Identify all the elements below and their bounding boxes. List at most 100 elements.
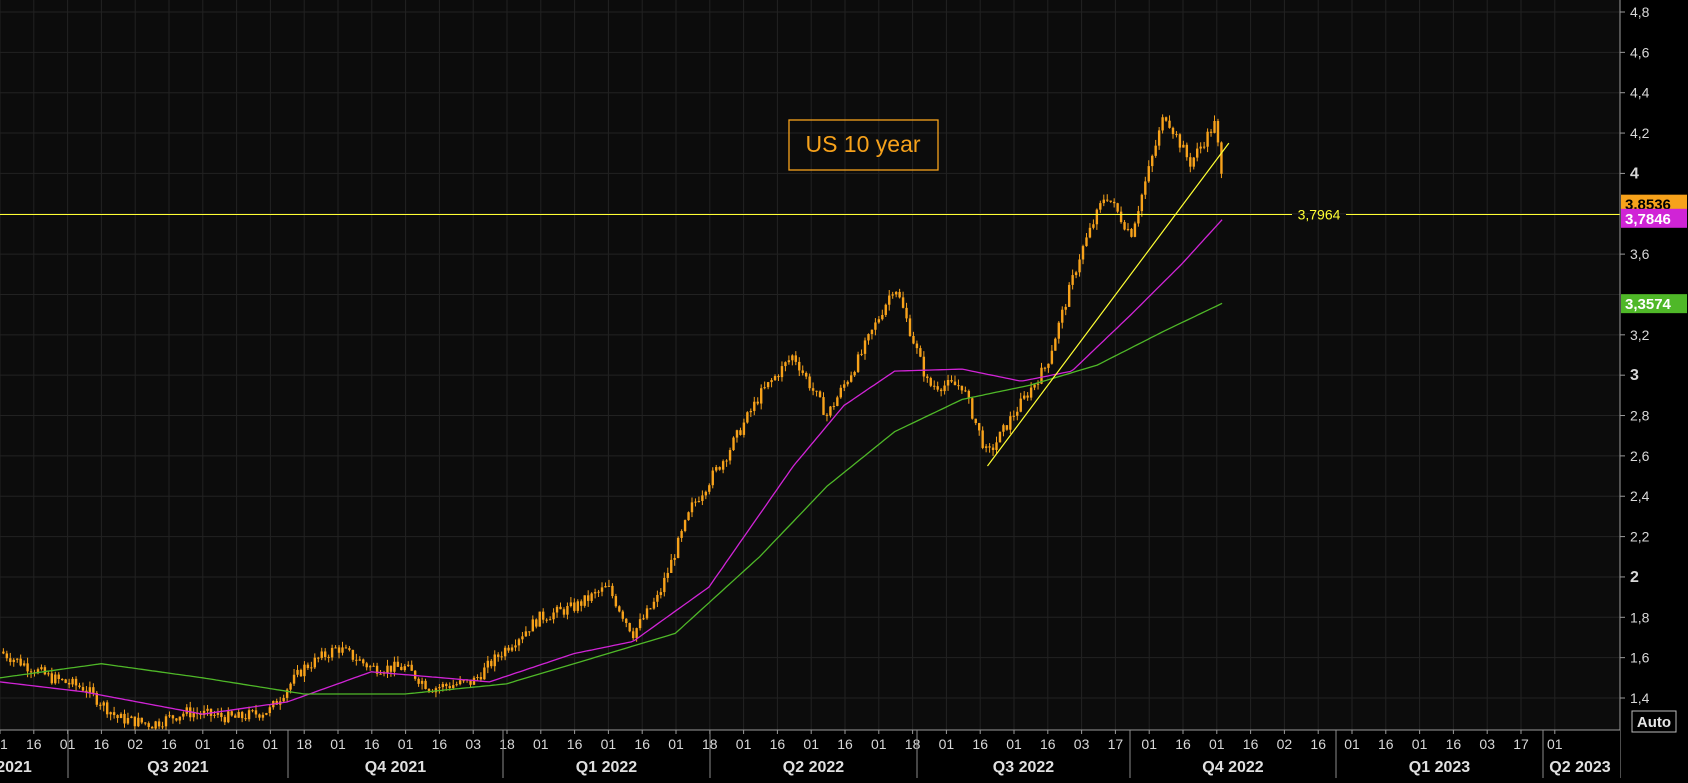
candle-body — [804, 372, 808, 377]
candle-body — [728, 450, 732, 461]
candle-body — [133, 716, 137, 727]
quarter-label: Q2 2022 — [783, 759, 844, 776]
x-tick-label: 01 — [668, 736, 684, 752]
candle-body — [483, 667, 486, 680]
candle-body — [863, 340, 867, 354]
candle-body — [894, 291, 898, 295]
candle-body — [562, 609, 566, 615]
candle-body — [403, 666, 406, 671]
x-tick-label: 16 — [1175, 736, 1191, 752]
x-tick-label: 01 — [736, 736, 752, 752]
candle-body — [964, 390, 967, 392]
candle-body — [1106, 199, 1109, 201]
candle-body — [586, 595, 590, 601]
candle-body — [718, 467, 721, 470]
candle-body — [735, 430, 739, 438]
candle-body — [161, 726, 164, 728]
candle-body — [1216, 120, 1220, 143]
x-tick-label: 01 — [1006, 736, 1022, 752]
candle-body — [185, 707, 188, 714]
y-tick-label: 3 — [1630, 367, 1639, 384]
candle-body — [659, 592, 663, 595]
candle-body — [1199, 146, 1202, 149]
x-tick-label: 16 — [1378, 736, 1394, 752]
candle-body — [583, 595, 586, 606]
candle-body — [770, 380, 773, 383]
candle-body — [1050, 350, 1054, 364]
candle-body — [798, 361, 801, 371]
candle-body — [888, 295, 891, 305]
candle-body — [320, 651, 323, 659]
candle-body — [472, 677, 476, 685]
candle-body — [791, 355, 794, 361]
candle-body — [109, 712, 112, 715]
candle-body — [514, 645, 517, 648]
candle-body — [787, 360, 791, 363]
candle-body — [1157, 130, 1161, 146]
candle-body — [1095, 209, 1099, 225]
candle-body — [1074, 272, 1078, 276]
candle-body — [1206, 131, 1209, 147]
candle-body — [822, 397, 825, 415]
candle-body — [631, 631, 635, 639]
candle-body — [884, 304, 887, 315]
candle-body — [683, 520, 687, 532]
x-tick-label: 17 — [1108, 736, 1124, 752]
x-tick-label: 01 — [533, 736, 549, 752]
candle-body — [808, 376, 811, 389]
y-tick-label: 2,8 — [1630, 408, 1650, 424]
candle-body — [486, 660, 490, 668]
candle-body — [130, 716, 133, 718]
x-tick-label: 17 — [1513, 736, 1529, 752]
candle-body — [687, 512, 690, 521]
y-tick-label: 1,4 — [1630, 690, 1650, 706]
auto-scale-button[interactable]: Auto — [1631, 710, 1677, 733]
candle-body — [164, 716, 168, 727]
candle-body — [178, 716, 182, 721]
candle-body — [330, 647, 334, 658]
candle-body — [393, 661, 396, 672]
candle-body — [417, 678, 420, 684]
candle-body — [254, 710, 258, 715]
candle-body — [54, 674, 57, 684]
candle-body — [192, 713, 195, 718]
candle-body — [199, 713, 202, 715]
candle-body — [856, 354, 860, 372]
candle-body — [171, 715, 175, 719]
candle-body — [310, 667, 313, 669]
candle-body — [995, 442, 998, 451]
x-tick-label: 01 — [871, 736, 887, 752]
candle-body — [407, 664, 410, 667]
candle-body — [230, 711, 233, 716]
candle-body — [144, 722, 147, 724]
candle-body — [538, 611, 541, 627]
quarter-label: Q3 2022 — [993, 759, 1054, 776]
candle-body — [832, 405, 836, 407]
candle-body — [337, 647, 341, 653]
candle-body — [708, 485, 711, 492]
candle-body — [576, 601, 580, 611]
candle-body — [746, 412, 749, 423]
x-tick-label: 16 — [94, 736, 110, 752]
candle-body — [510, 647, 514, 651]
candle-body — [1151, 155, 1154, 167]
candle-body — [971, 398, 974, 419]
x-tick-label: 01 — [0, 736, 8, 752]
candle-body — [102, 702, 105, 706]
plot-background — [0, 0, 1620, 730]
candle-body — [351, 649, 355, 660]
candle-body — [1067, 284, 1071, 307]
candle-body — [362, 659, 365, 664]
chart-title: US 10 year — [805, 131, 920, 157]
candle-body — [265, 713, 268, 715]
candle-body — [61, 678, 64, 680]
candle-body — [16, 658, 19, 660]
candle-body — [365, 663, 368, 668]
moving-average-line-2 — [0, 302, 1223, 695]
candle-body — [936, 386, 939, 390]
candle-body — [469, 679, 472, 685]
candle-body — [1026, 395, 1029, 398]
candle-body — [99, 704, 102, 706]
candle-body — [479, 677, 483, 680]
